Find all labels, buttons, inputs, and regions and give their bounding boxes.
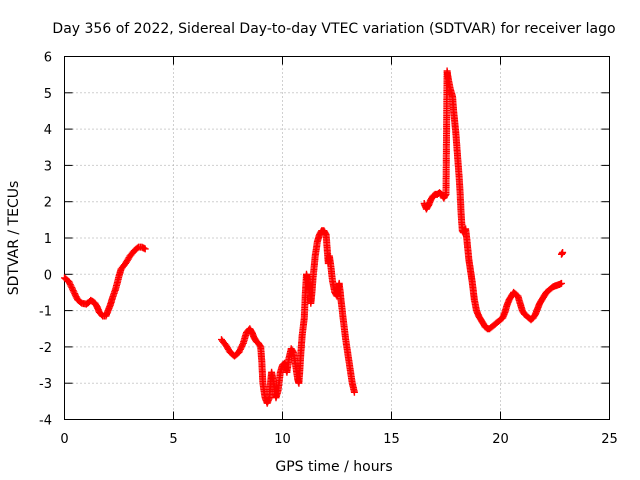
y-tick-label: 1	[44, 232, 52, 247]
data-point	[558, 279, 565, 287]
y-axis-label: SDTVAR / TECUs	[6, 181, 22, 296]
data-point	[239, 341, 246, 349]
y-tick-label: 0	[44, 268, 52, 283]
y-tick-label: 3	[44, 159, 52, 174]
y-tick-label: 2	[44, 196, 52, 211]
y-axis-tick-labels: -4 -3 -2 -1 0 1 2 3 4 5 6	[39, 51, 52, 429]
data-point	[70, 288, 78, 296]
y-tick-label: -4	[39, 414, 52, 429]
y-tick-label: -2	[39, 341, 52, 356]
data-points	[61, 67, 567, 407]
chart-title: Day 356 of 2022, Sidereal Day-to-day VTE…	[52, 21, 615, 37]
y-tick-label: 6	[44, 51, 52, 66]
data-point	[69, 287, 77, 295]
x-axis-label: GPS time / hours	[275, 459, 392, 475]
y-tick-label: -3	[39, 377, 52, 392]
y-tick-label: -1	[39, 305, 52, 320]
x-tick-label: 5	[169, 432, 177, 447]
x-tick-label: 15	[383, 432, 400, 447]
plot-frame	[64, 56, 610, 420]
y-tick-label: 4	[44, 123, 52, 138]
x-tick-label: 20	[492, 432, 509, 447]
y-tick-label: 5	[44, 87, 52, 102]
grid	[64, 56, 610, 420]
x-tick-label: 10	[274, 432, 291, 447]
x-axis-tick-labels: 0 5 10 15 20 25	[60, 432, 617, 447]
data-point	[141, 245, 149, 253]
data-point	[350, 388, 358, 396]
x-tick-label: 25	[601, 432, 618, 447]
x-tick-label: 0	[60, 432, 68, 447]
data-point	[559, 249, 567, 256]
